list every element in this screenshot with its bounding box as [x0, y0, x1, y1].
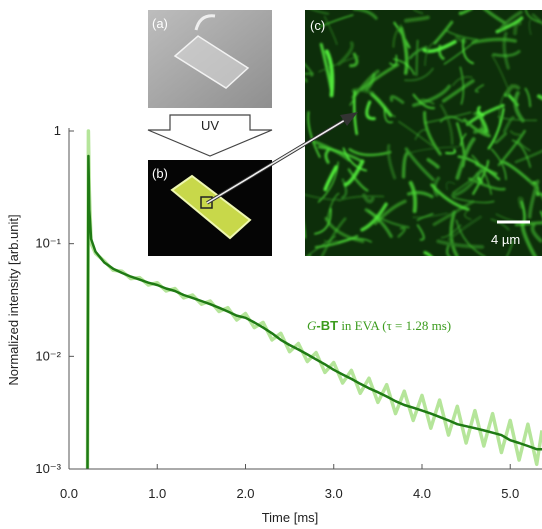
fiber: [285, 0, 302, 16]
inset-c: 4 µm (c): [283, 0, 542, 300]
inset-label: (c): [310, 18, 325, 33]
inset-label: (a): [152, 16, 168, 31]
figure: Time [ms] Normalized intensity [arb.unit…: [0, 0, 542, 529]
x-tick-label: 1.0: [148, 486, 166, 501]
fiber: [422, 258, 426, 300]
fiber: [425, 253, 441, 277]
y-axis-title: Normalized intensity [arb.unit]: [6, 214, 21, 385]
y-tick-label: 1: [54, 123, 61, 138]
x-tick-label: 5.0: [501, 486, 519, 501]
inset-label: (b): [152, 166, 168, 181]
x-axis-title: Time [ms]: [262, 510, 319, 525]
annotation-part: in EVA (τ = 1.28 ms): [338, 318, 451, 333]
x-tick-label: 3.0: [325, 486, 343, 501]
fiber: [283, 73, 313, 74]
inset-a: (a): [148, 10, 272, 108]
fiber: [297, 195, 305, 238]
uv-label: UV: [201, 118, 219, 133]
uv-arrow: UV: [148, 115, 272, 156]
annotation: G-BT in EVA (τ = 1.28 ms): [307, 318, 451, 333]
y-tick-label: 10⁻²: [35, 348, 61, 363]
x-tick-label: 2.0: [236, 486, 254, 501]
fiber: [291, 256, 310, 261]
annotation-part: -BT: [316, 318, 338, 333]
fiber: [417, 41, 418, 75]
x-tick-label: 0.0: [60, 486, 78, 501]
scale-label: 4 µm: [491, 232, 520, 247]
fiber: [296, 240, 301, 256]
y-tick-label: 10⁻³: [35, 461, 61, 476]
y-tick-label: 10⁻¹: [35, 236, 61, 251]
x-tick-label: 4.0: [413, 486, 431, 501]
fiber: [420, 0, 449, 6]
fiber: [291, 77, 307, 82]
